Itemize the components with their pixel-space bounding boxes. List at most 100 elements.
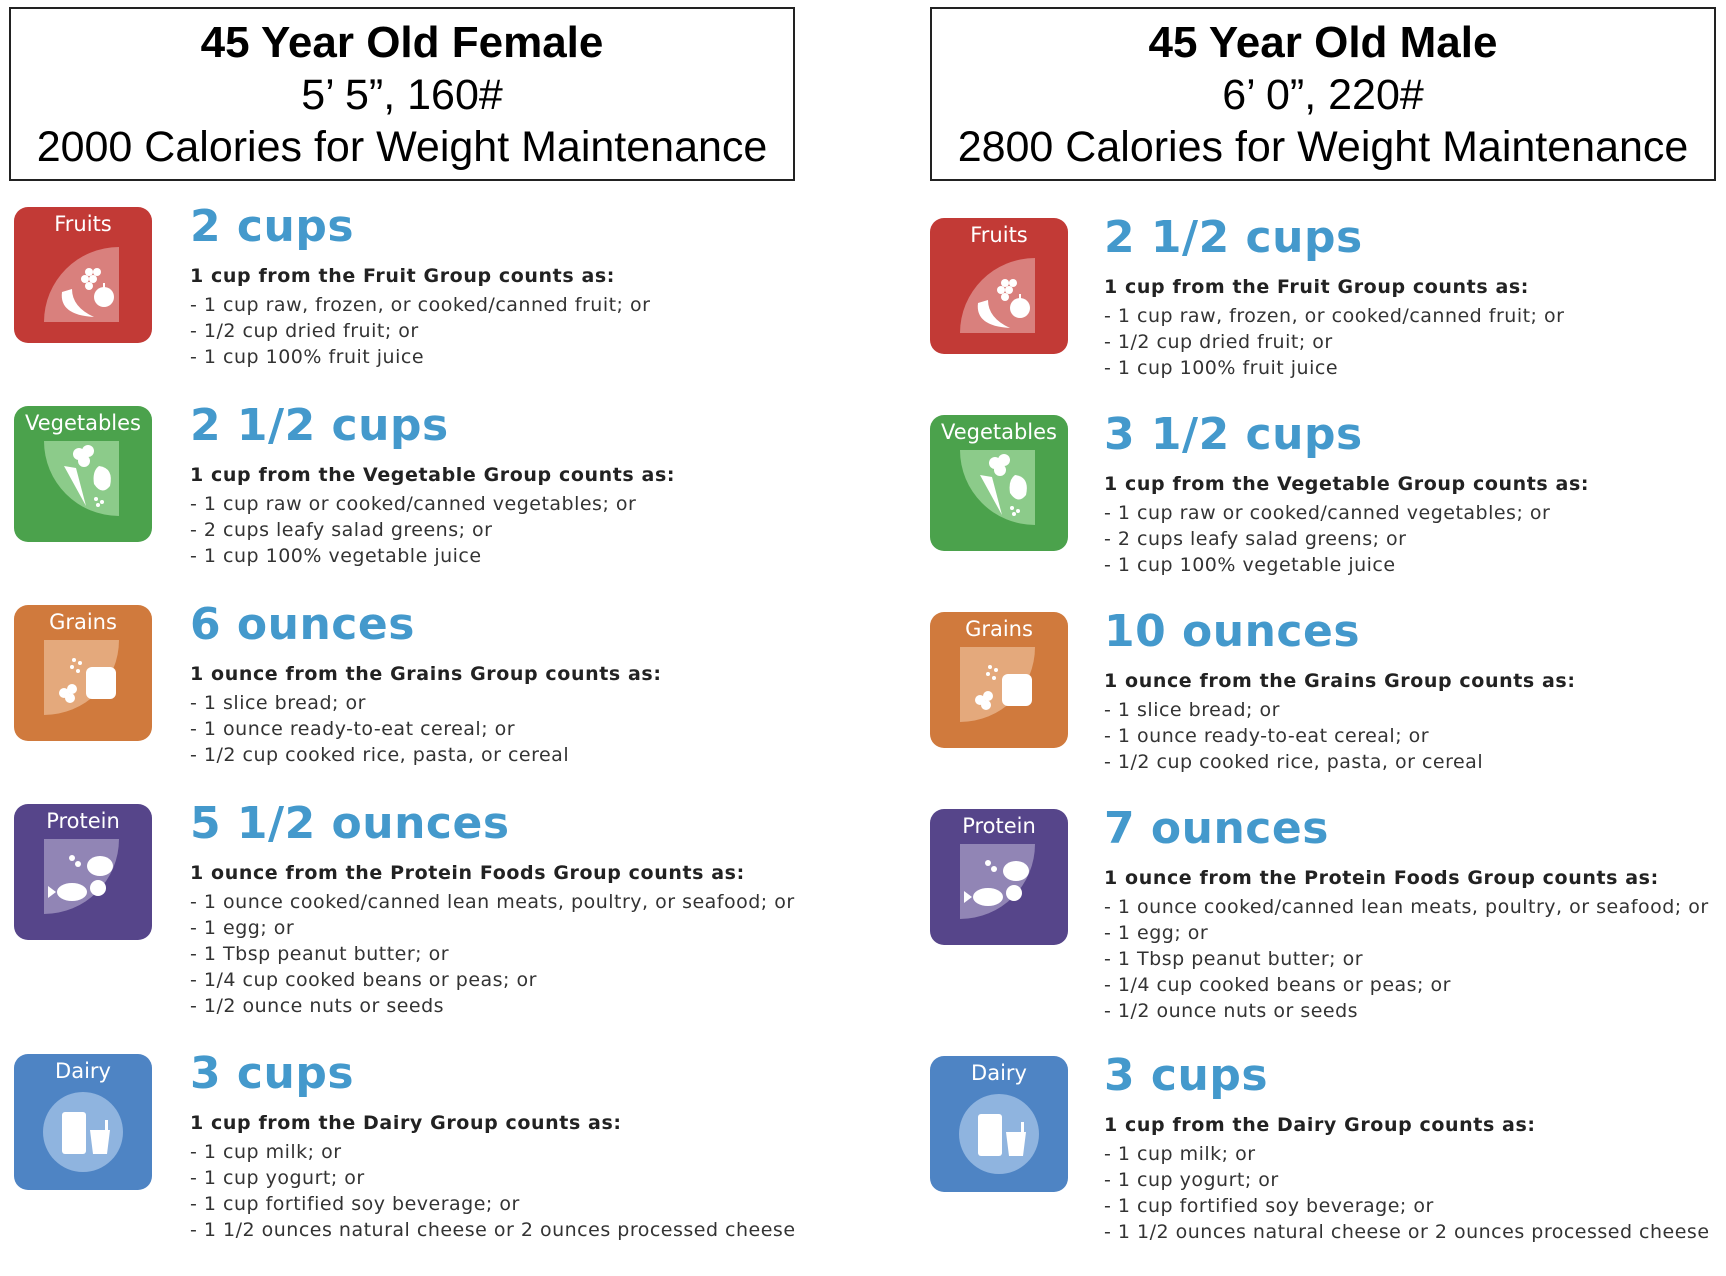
list-item: - 2 cups leafy salad greens; or	[1104, 528, 1407, 550]
female-dairy-group: Dairy 3 cups 1 cup from the Dairy Group …	[0, 1048, 800, 1274]
dairy-tile-label: Dairy	[971, 1061, 1027, 1085]
dairy-counts-as: 1 cup from the Dairy Group counts as:	[190, 1112, 622, 1134]
female-grains-group: Grains 6 ounces 1 ounce from the Grains …	[0, 599, 800, 825]
dairy-amount: 3 cups	[1104, 1050, 1269, 1101]
fruit-icon	[960, 258, 1035, 333]
list-item: - 1 Tbsp peanut butter; or	[1104, 948, 1364, 970]
female-protein-group: Protein 5 1/2 ounces 1 ounce from the Pr…	[0, 798, 800, 1024]
fruits-items: - 1 cup raw, frozen, or cooked/canned fr…	[1104, 303, 1564, 381]
protein-counts-as: 1 ounce from the Protein Foods Group cou…	[190, 862, 745, 884]
list-item: - 1 ounce cooked/canned lean meats, poul…	[190, 891, 795, 913]
male-header-title: 45 Year Old Male	[1148, 18, 1498, 67]
vegetables-counts-as: 1 cup from the Vegetable Group counts as…	[1104, 473, 1590, 495]
fruits-amount: 2 cups	[190, 201, 355, 252]
grains-amount: 10 ounces	[1104, 606, 1361, 657]
protein-icon	[44, 839, 119, 914]
list-item: - 1 cup milk; or	[190, 1141, 342, 1163]
vegetables-items: - 1 cup raw or cooked/canned vegetables;…	[190, 491, 636, 569]
grains-items: - 1 slice bread; or - 1 ounce ready-to-e…	[1104, 697, 1483, 775]
list-item: - 1 cup raw, frozen, or cooked/canned fr…	[1104, 305, 1565, 327]
dairy-amount: 3 cups	[190, 1048, 355, 1099]
protein-icon	[960, 844, 1035, 919]
fruits-tile-label: Fruits	[970, 223, 1028, 247]
dairy-icon	[43, 1092, 123, 1172]
protein-tile-label: Protein	[46, 809, 120, 833]
vegetables-amount: 3 1/2 cups	[1104, 409, 1363, 460]
list-item: - 1/4 cup cooked beans or peas; or	[1104, 974, 1451, 996]
dairy-icon	[959, 1094, 1039, 1174]
male-grains-group: Grains 10 ounces 1 ounce from the Grains…	[920, 606, 1720, 832]
grain-icon	[960, 647, 1035, 722]
vegetables-counts-as: 1 cup from the Vegetable Group counts as…	[190, 464, 676, 486]
list-item: - 1 ounce ready-to-eat cereal; or	[1104, 725, 1430, 747]
male-plan: 45 Year Old Male 6’ 0”, 220# 2800 Calori…	[920, 0, 1720, 1264]
list-item: - 1/2 ounce nuts or seeds	[190, 995, 445, 1017]
female-plan: 45 Year Old Female 5’ 5”, 160# 2000 Calo…	[0, 0, 800, 1264]
dairy-counts-as: 1 cup from the Dairy Group counts as:	[1104, 1114, 1536, 1136]
list-item: - 1 egg; or	[190, 917, 295, 939]
protein-amount: 5 1/2 ounces	[190, 798, 510, 849]
list-item: - 1/2 cup dried fruit; or	[190, 320, 419, 342]
dairy-tile: Dairy	[930, 1056, 1068, 1192]
vegetable-icon	[960, 450, 1035, 525]
female-fruits-group: Fruits 2 cups 1 cup from the Fruit Group…	[0, 201, 800, 427]
fruits-tile-label: Fruits	[54, 212, 112, 236]
list-item: - 1 ounce cooked/canned lean meats, poul…	[1104, 896, 1709, 918]
fruits-counts-as: 1 cup from the Fruit Group counts as:	[190, 265, 615, 287]
list-item: - 1 1/2 ounces natural cheese or 2 ounce…	[190, 1219, 796, 1241]
list-item: - 1 cup 100% fruit juice	[1104, 357, 1339, 379]
list-item: - 1/2 cup cooked rice, pasta, or cereal	[1104, 751, 1484, 773]
list-item: - 1/2 cup cooked rice, pasta, or cereal	[190, 744, 570, 766]
grains-amount: 6 ounces	[190, 599, 415, 650]
male-header-calories: 2800 Calories for Weight Maintenance	[957, 123, 1689, 171]
list-item: - 1 cup raw or cooked/canned vegetables;…	[190, 493, 637, 515]
vegetable-icon	[44, 441, 119, 516]
female-header-calories: 2000 Calories for Weight Maintenance	[36, 123, 768, 171]
vegetables-amount: 2 1/2 cups	[190, 400, 449, 451]
male-dairy-group: Dairy 3 cups 1 cup from the Dairy Group …	[920, 1050, 1720, 1276]
list-item: - 1 cup 100% vegetable juice	[1104, 554, 1396, 576]
grains-tile: Grains	[930, 612, 1068, 748]
fruits-counts-as: 1 cup from the Fruit Group counts as:	[1104, 276, 1529, 298]
grains-items: - 1 slice bread; or - 1 ounce ready-to-e…	[190, 690, 569, 768]
list-item: - 1 cup 100% fruit juice	[190, 346, 425, 368]
protein-counts-as: 1 ounce from the Protein Foods Group cou…	[1104, 867, 1659, 889]
fruits-amount: 2 1/2 cups	[1104, 212, 1363, 263]
grains-counts-as: 1 ounce from the Grains Group counts as:	[1104, 670, 1576, 692]
male-vegetables-group: Vegetables 3 1/2 cups 1 cup from the Veg…	[920, 409, 1720, 635]
grains-tile-label: Grains	[49, 610, 117, 634]
list-item: - 1/2 ounce nuts or seeds	[1104, 1000, 1359, 1022]
fruit-icon	[44, 247, 119, 322]
list-item: - 1 cup fortified soy beverage; or	[1104, 1195, 1434, 1217]
protein-tile-label: Protein	[962, 814, 1036, 838]
protein-items: - 1 ounce cooked/canned lean meats, poul…	[190, 889, 795, 1019]
list-item: - 1 cup 100% vegetable juice	[190, 545, 482, 567]
list-item: - 1 slice bread; or	[190, 692, 366, 714]
list-item: - 1 cup yogurt; or	[1104, 1169, 1279, 1191]
vegetables-tile-label: Vegetables	[24, 411, 142, 435]
protein-items: - 1 ounce cooked/canned lean meats, poul…	[1104, 894, 1709, 1024]
list-item: - 1 cup fortified soy beverage; or	[190, 1193, 520, 1215]
protein-tile: Protein	[14, 804, 152, 940]
vegetables-tile: Vegetables	[930, 415, 1068, 551]
grains-tile-label: Grains	[965, 617, 1033, 641]
fruits-tile: Fruits	[14, 207, 152, 343]
list-item: - 1/4 cup cooked beans or peas; or	[190, 969, 537, 991]
female-header: 45 Year Old Female 5’ 5”, 160# 2000 Calo…	[9, 7, 795, 181]
list-item: - 2 cups leafy salad greens; or	[190, 519, 493, 541]
list-item: - 1 cup milk; or	[1104, 1143, 1256, 1165]
female-header-title: 45 Year Old Female	[200, 18, 604, 67]
list-item: - 1 cup raw, frozen, or cooked/canned fr…	[190, 294, 651, 316]
list-item: - 1/2 cup dried fruit; or	[1104, 331, 1333, 353]
grains-counts-as: 1 ounce from the Grains Group counts as:	[190, 663, 662, 685]
male-header: 45 Year Old Male 6’ 0”, 220# 2800 Calori…	[930, 7, 1716, 181]
vegetables-items: - 1 cup raw or cooked/canned vegetables;…	[1104, 500, 1550, 578]
dairy-tile: Dairy	[14, 1054, 152, 1190]
dairy-items: - 1 cup milk; or - 1 cup yogurt; or - 1 …	[190, 1139, 796, 1243]
grains-tile: Grains	[14, 605, 152, 741]
fruits-items: - 1 cup raw, frozen, or cooked/canned fr…	[190, 292, 650, 370]
protein-tile: Protein	[930, 809, 1068, 945]
fruits-tile: Fruits	[930, 218, 1068, 354]
dairy-tile-label: Dairy	[55, 1059, 111, 1083]
male-fruits-group: Fruits 2 1/2 cups 1 cup from the Fruit G…	[920, 212, 1720, 438]
